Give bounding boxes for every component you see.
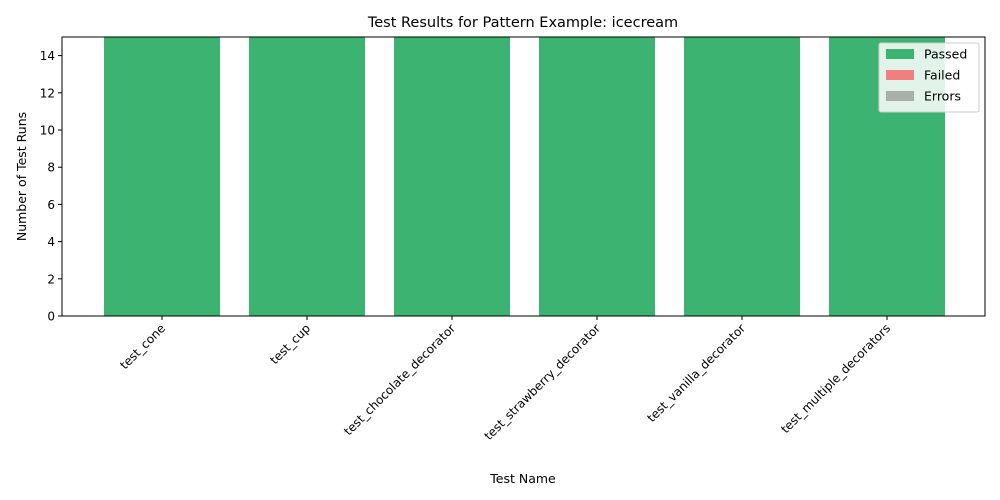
x-tick-label: test_multiple_decorators (778, 321, 893, 436)
y-tick-label: 2 (47, 272, 55, 286)
bar-passed-test_vanilla_decorator (684, 37, 800, 316)
y-axis-label: Number of Test Runs (14, 112, 29, 241)
x-tick-label: test_chocolate_decorator (341, 321, 458, 438)
legend-swatch-errors (886, 91, 914, 101)
bars (104, 37, 945, 316)
x-tick-label: test_strawberry_decorator (481, 321, 603, 443)
bar-passed-test_strawberry_decorator (539, 37, 655, 316)
y-tick-label: 0 (47, 310, 55, 324)
y-tick-label: 10 (40, 124, 55, 138)
legend-label-passed: Passed (924, 47, 967, 62)
legend-label-failed: Failed (924, 68, 960, 83)
chart-title: Test Results for Pattern Example: icecre… (367, 15, 678, 31)
bar-passed-test_chocolate_decorator (394, 37, 510, 316)
plot-area: 0 2 4 6 8 10 12 14 test_cone test_cup test_chocol… (40, 36, 986, 443)
legend-swatch-passed (886, 49, 914, 59)
y-axis: 0 2 4 6 8 10 12 14 (40, 49, 62, 324)
legend: Passed Failed Errors (878, 42, 980, 113)
y-tick-label: 14 (40, 49, 55, 63)
x-tick-label: test_cone (117, 321, 168, 372)
x-tick-label: test_cup (267, 321, 313, 367)
y-tick-label: 12 (40, 86, 55, 100)
legend-label-errors: Errors (924, 89, 961, 104)
bar-passed-test_cup (249, 37, 365, 316)
y-tick-label: 6 (47, 198, 55, 212)
y-tick-label: 4 (47, 235, 55, 249)
bar-passed-test_cone (104, 37, 220, 316)
plot-frame (61, 36, 986, 317)
x-axis-label: Test Name (489, 471, 556, 486)
x-axis: test_cone test_cup test_chocolate_decorato… (117, 316, 893, 443)
x-tick-label: test_vanilla_decorator (644, 321, 748, 425)
y-tick-label: 8 (47, 161, 55, 175)
legend-swatch-failed (886, 70, 914, 80)
